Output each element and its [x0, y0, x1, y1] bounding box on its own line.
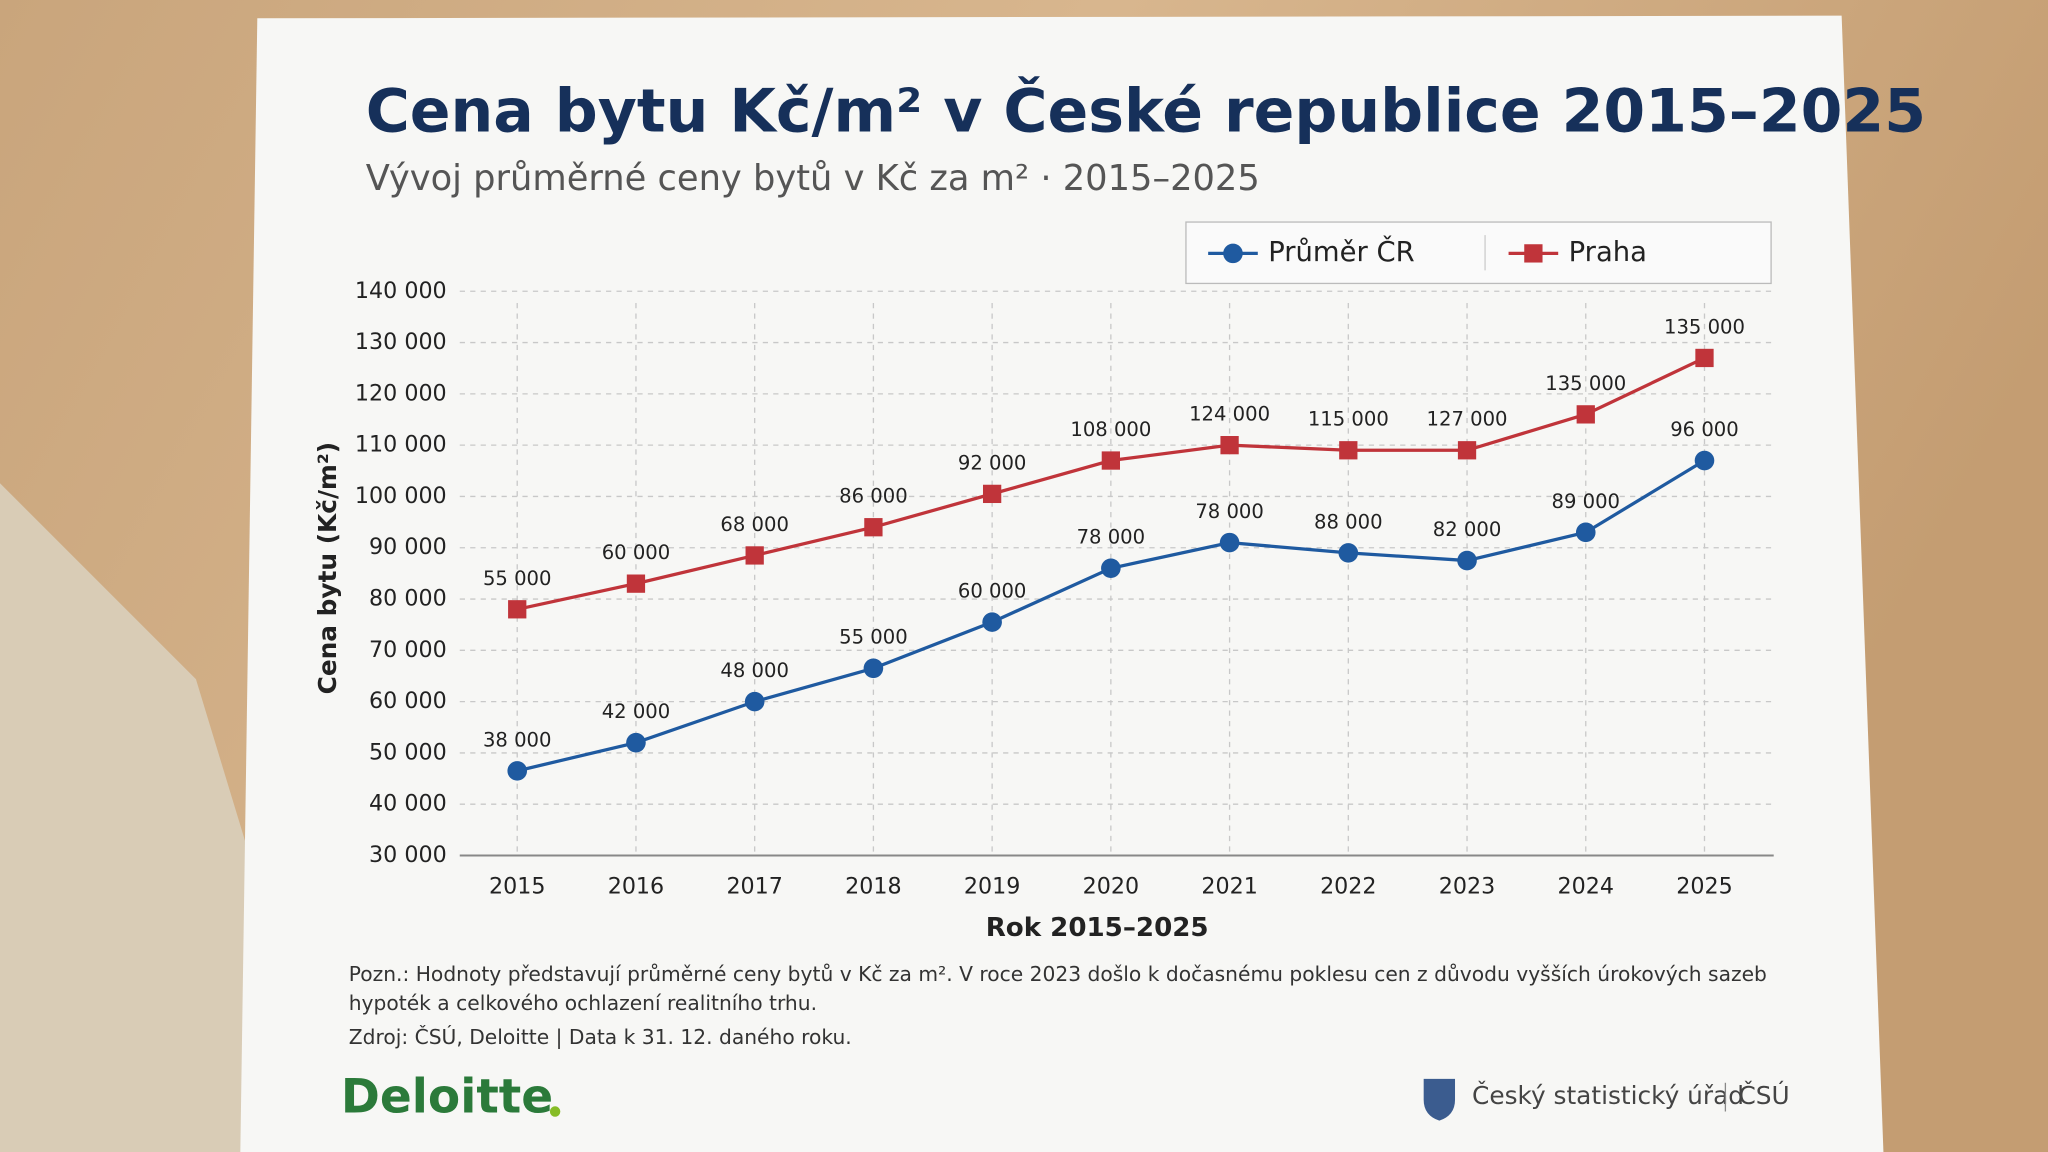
point — [744, 691, 765, 712]
x-tick-label: 2016 — [608, 873, 664, 899]
point — [1457, 550, 1477, 571]
y-tick-label: 40 000 — [369, 791, 447, 817]
x-tick-label: 2017 — [726, 873, 782, 899]
y-tick-label: 90 000 — [369, 534, 447, 560]
point — [1338, 543, 1359, 563]
x-tick-label: 2019 — [964, 873, 1020, 899]
logo-left: Deloitte — [341, 1069, 553, 1124]
point — [507, 761, 528, 781]
y-tick-label: 30 000 — [369, 842, 447, 868]
point — [1575, 522, 1596, 543]
y-tick-label: 130 000 — [355, 329, 447, 355]
y-axis-label: Cena bytu (Kč/m²) — [313, 442, 342, 694]
y-tick-label: 70 000 — [369, 637, 447, 663]
point — [1576, 405, 1595, 424]
paper — [240, 15, 1884, 1152]
chart-title: Cena bytu Kč/m² v České republice 2015–2… — [366, 76, 1926, 147]
point-label: 89 000 — [1552, 490, 1621, 513]
point — [1220, 436, 1239, 455]
logo-emblem — [1423, 1078, 1456, 1121]
legend-marker — [1524, 244, 1543, 263]
point — [1101, 451, 1120, 470]
x-tick-label: 2015 — [489, 873, 545, 899]
x-axis-label: Rok 2015–2025 — [986, 913, 1209, 943]
y-tick-label: 50 000 — [369, 739, 447, 765]
point-label: 60 000 — [958, 580, 1027, 603]
y-tick-label: 120 000 — [355, 380, 447, 406]
point — [982, 612, 1002, 632]
logo-right-short: ČSÚ — [1738, 1080, 1789, 1110]
point-label: 42 000 — [602, 700, 671, 723]
legend-marker — [1223, 243, 1243, 264]
point — [626, 574, 646, 593]
point-label: 124 000 — [1189, 403, 1270, 426]
x-tick-label: 2024 — [1558, 873, 1614, 899]
point — [1694, 450, 1715, 471]
x-tick-label: 2023 — [1439, 873, 1495, 899]
y-tick-label: 140 000 — [355, 278, 447, 304]
y-tick-label: 80 000 — [369, 586, 447, 612]
y-tick-label: 60 000 — [369, 688, 447, 714]
point-label: 38 000 — [483, 728, 552, 751]
point — [982, 484, 1002, 504]
legend-box — [1185, 221, 1772, 285]
point-label: 78 000 — [1195, 500, 1264, 523]
point-label: 96 000 — [1670, 418, 1739, 441]
point — [1695, 348, 1714, 368]
point — [864, 518, 883, 537]
x-tick-label: 2020 — [1083, 873, 1139, 899]
point — [1339, 441, 1358, 460]
logo-dot — [549, 1106, 561, 1117]
point-label: 60 000 — [602, 541, 671, 564]
y-tick-label: 110 000 — [355, 432, 447, 458]
point-label: 82 000 — [1433, 518, 1502, 541]
point-label: 48 000 — [720, 659, 789, 682]
point-label: 68 000 — [720, 513, 789, 536]
point — [1219, 532, 1240, 553]
point — [508, 600, 527, 619]
point — [1457, 441, 1477, 460]
note-line: hypoték a celkového ochlazení realitního… — [349, 991, 817, 1015]
point-label: 78 000 — [1077, 526, 1146, 549]
point — [1101, 558, 1121, 579]
x-tick-label: 2018 — [845, 873, 901, 899]
point-label: 127 000 — [1427, 408, 1508, 431]
point-label: 108 000 — [1070, 418, 1151, 441]
note-line: Pozn.: Hodnoty představují průměrné ceny… — [349, 962, 1767, 986]
point — [626, 732, 646, 753]
logo-right: Český statistický úřad — [1472, 1080, 1744, 1110]
x-tick-label: 2025 — [1676, 873, 1732, 899]
point-label: 135 000 — [1545, 372, 1626, 395]
x-tick-label: 2022 — [1320, 873, 1376, 899]
point-label: 115 000 — [1308, 408, 1389, 431]
point — [745, 546, 764, 565]
y-tick-label: 100 000 — [355, 483, 447, 509]
legend-label: Praha — [1569, 237, 1647, 268]
chart-subtitle: Vývoj průměrné ceny bytů v Kč za m² · 20… — [366, 158, 1260, 199]
source: Zdroj: ČSÚ, Deloitte | Data k 31. 12. da… — [349, 1025, 852, 1049]
point-label: 86 000 — [839, 485, 908, 508]
point-label: 55 000 — [483, 567, 552, 590]
legend-label: Průměr ČR — [1268, 235, 1414, 268]
point-label: 135 000 — [1664, 315, 1745, 338]
point — [863, 658, 884, 679]
point-label: 55 000 — [839, 626, 908, 649]
point-label: 92 000 — [958, 451, 1027, 474]
point-label: 88 000 — [1314, 510, 1383, 533]
x-tick-label: 2021 — [1201, 873, 1257, 899]
